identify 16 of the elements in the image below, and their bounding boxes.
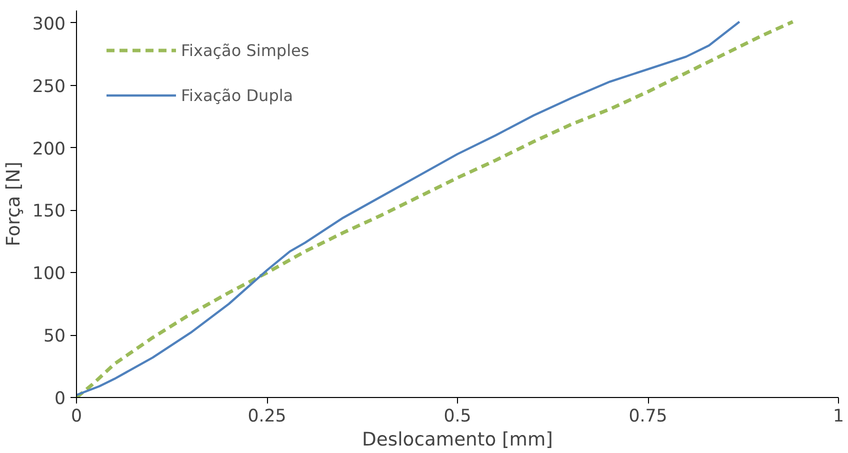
y-tick-label: 250 — [32, 76, 66, 97]
x-tick-label: 0.75 — [628, 406, 668, 426]
x-tick-label: 0 — [70, 406, 82, 426]
y-tick-label: 0 — [54, 389, 66, 409]
legend-label: Fixação Dupla — [181, 86, 294, 104]
y-tick-label: 300 — [32, 14, 66, 34]
y-axis-title: Força [N] — [3, 162, 24, 246]
x-axis-title: Deslocamento [mm] — [362, 430, 553, 450]
y-tick-label: 150 — [32, 202, 66, 222]
y-tick-label: 200 — [32, 139, 66, 160]
y-tick-label: 100 — [32, 264, 66, 284]
x-tick-label: 0.5 — [444, 406, 472, 426]
legend-label: Fixação Simples — [181, 40, 310, 60]
x-tick-label: 1 — [832, 406, 844, 426]
x-tick-label: 0.25 — [248, 406, 286, 426]
y-tick-label: 50 — [43, 326, 66, 347]
